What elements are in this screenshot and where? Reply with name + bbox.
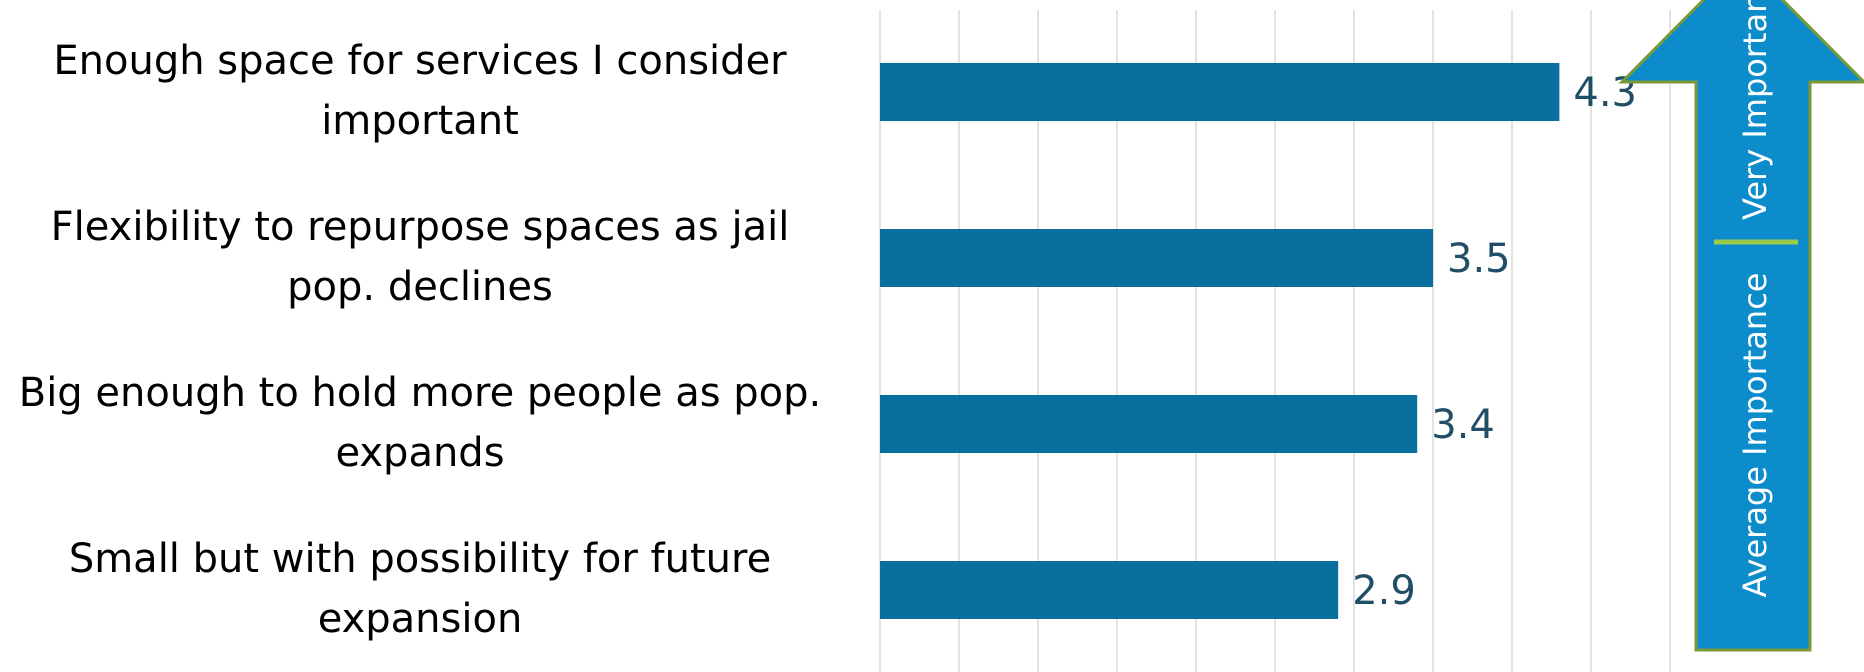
tick-label: pop. declines: [287, 264, 553, 310]
arrow-label-average: Average Importance: [1736, 273, 1774, 598]
arrow-label-very-important: Very Important: [1736, 0, 1774, 220]
importance-arrow: Average Importance Very Important: [1618, 0, 1864, 652]
data-label: 3.5: [1447, 236, 1511, 282]
data-label: 3.4: [1431, 402, 1495, 448]
tick-label: Big enough to hold more people as pop.: [19, 370, 821, 416]
bar: [880, 229, 1433, 287]
bar: [880, 63, 1560, 121]
value-labels: 4.33.53.42.9: [1352, 70, 1637, 614]
category-label: Flexibility to repurpose spaces as jail p…: [51, 204, 790, 310]
tick-label: expansion: [318, 596, 523, 642]
data-label: 2.9: [1352, 568, 1416, 614]
category-label: Enough space for services I consider impo…: [53, 38, 787, 144]
tick-label: important: [321, 98, 519, 144]
tick-label: Enough space for services I consider: [53, 38, 787, 84]
bar: [880, 561, 1339, 619]
category-label: Small but with possibility for future exp…: [69, 536, 771, 642]
up-arrow-shape: [1618, 0, 1864, 652]
bars: [880, 63, 1560, 619]
category-labels: Enough space for services I consider impo…: [19, 38, 821, 642]
bar: [880, 395, 1418, 453]
tick-label: Small but with possibility for future: [69, 536, 771, 582]
tick-label: Flexibility to repurpose spaces as jail: [51, 204, 790, 250]
tick-label: expands: [335, 430, 504, 476]
category-label: Big enough to hold more people as pop. ex…: [19, 370, 821, 476]
